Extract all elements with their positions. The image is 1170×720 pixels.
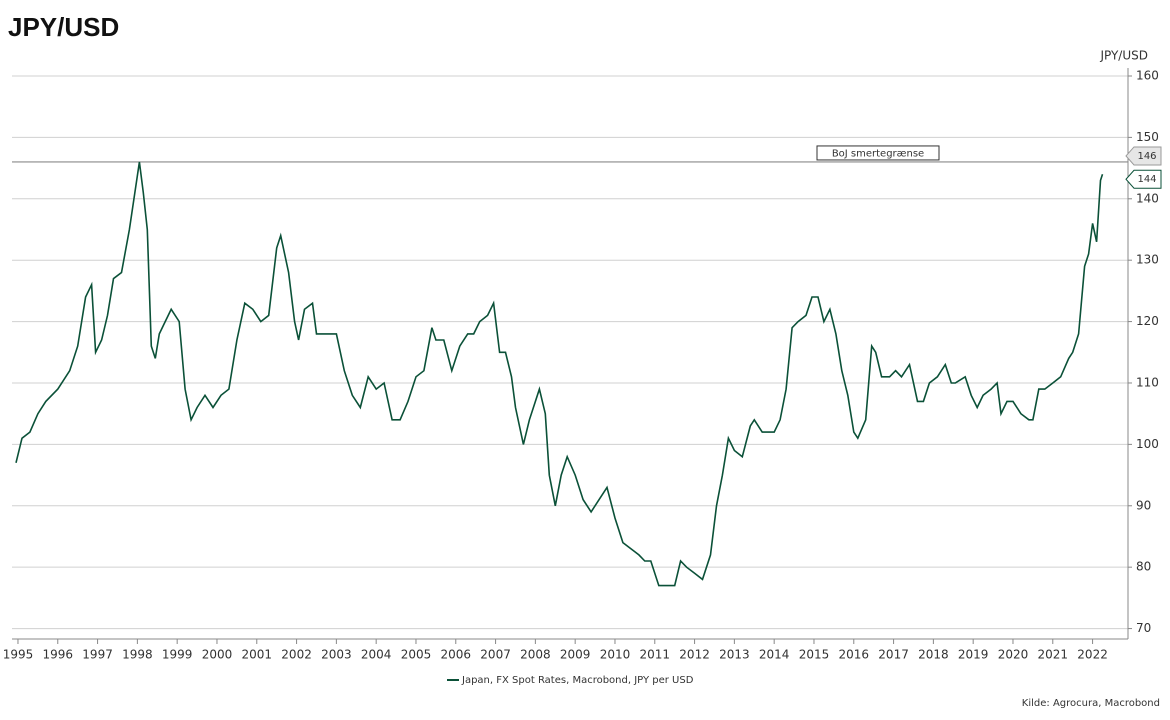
x-tick-label: 2010: [600, 648, 631, 662]
y-tick-label: 100: [1136, 437, 1159, 451]
axis-marker-box: [1125, 146, 1162, 166]
x-tick-label: 2001: [241, 648, 272, 662]
x-tick-label: 2007: [480, 648, 511, 662]
x-tick-label: 1999: [162, 648, 193, 662]
x-tick-label: 2020: [998, 648, 1029, 662]
x-tick-label: 2004: [361, 648, 392, 662]
y-axis-label: JPY/USD: [1099, 49, 1148, 63]
y-tick-label: 80: [1136, 560, 1151, 574]
x-tick-label: 2015: [799, 648, 830, 662]
y-tick-label: 110: [1136, 375, 1159, 389]
x-tick-label: 2022: [1077, 648, 1108, 662]
x-tick-label: 2011: [640, 648, 671, 662]
x-tick-label: 2019: [958, 648, 989, 662]
x-tick-label: 2005: [401, 648, 432, 662]
axis-marker-label: 146: [1137, 151, 1156, 162]
x-tick-label: 2002: [281, 648, 312, 662]
x-tick-label: 1998: [122, 648, 153, 662]
series-line: [15, 161, 1104, 587]
x-tick-label: 2016: [839, 648, 870, 662]
x-tick-label: 2003: [321, 648, 352, 662]
x-tick-label: 2013: [719, 648, 750, 662]
y-tick-label: 130: [1136, 253, 1159, 267]
x-tick-label: 2014: [759, 648, 790, 662]
y-tick-label: 120: [1136, 314, 1159, 328]
axis-marker-label: 144: [1137, 174, 1156, 185]
chart-title: JPY/USD: [8, 12, 119, 42]
y-tick-label: 140: [1136, 191, 1159, 205]
y-tick-label: 70: [1136, 621, 1151, 635]
source: Kilde: Agrocura, Macrobond: [1022, 698, 1160, 709]
x-tick-label: 2006: [440, 648, 471, 662]
x-tick-label: 2017: [878, 648, 909, 662]
x-tick-label: 1996: [42, 648, 73, 662]
x-tick-label: 2008: [520, 648, 551, 662]
y-tick-label: 150: [1136, 130, 1159, 144]
x-tick-label: 2012: [679, 648, 710, 662]
x-tick-label: 1995: [3, 648, 34, 662]
hline-label: BoJ smertegrænse: [832, 148, 924, 159]
x-tick-label: 2000: [202, 648, 233, 662]
y-tick-label: 160: [1136, 69, 1159, 83]
y-tick-label: 90: [1136, 498, 1151, 512]
legend-label: Japan, FX Spot Rates, Macrobond, JPY per…: [461, 675, 694, 686]
x-tick-label: 2018: [918, 648, 949, 662]
x-tick-label: 1997: [82, 648, 113, 662]
x-tick-label: 2021: [1038, 648, 1069, 662]
hline-label-box: [816, 145, 940, 161]
axis-marker-box: [1125, 169, 1162, 189]
x-tick-label: 2009: [560, 648, 591, 662]
